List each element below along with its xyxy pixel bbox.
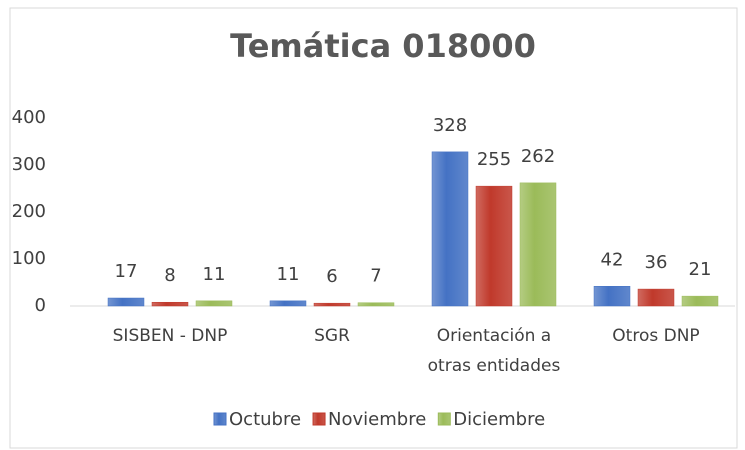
data-label: 7 (370, 266, 381, 287)
data-label: 36 (645, 252, 668, 273)
bar (357, 302, 395, 307)
chart-border (9, 7, 738, 449)
x-tick-label: SGR (314, 326, 350, 346)
x-tick-label-box: SGR (314, 326, 350, 346)
x-tick-label: Otros DNP (612, 326, 700, 346)
x-tick-label-box: Orientación a otras entidades (427, 326, 561, 376)
bar (151, 301, 189, 307)
y-tick-label: 300 (12, 154, 46, 175)
bar (269, 300, 307, 307)
bar (313, 302, 351, 307)
y-tick-label: 100 (12, 248, 46, 269)
chart-title: Temática 018000 (230, 27, 536, 65)
data-label: 262 (521, 146, 555, 167)
bar (431, 151, 469, 307)
data-label: 328 (433, 115, 467, 136)
bar (681, 295, 719, 307)
bar (593, 286, 631, 307)
bar (107, 297, 145, 307)
x-tick-label: SISBEN - DNP (112, 326, 228, 346)
data-label: 42 (601, 249, 624, 270)
x-tick-label: Orientación a otras entidades (427, 326, 561, 376)
x-tick-label-box: SISBEN - DNP (112, 326, 228, 346)
y-tick-label: 200 (12, 201, 46, 222)
x-tick-label-box: Otros DNP (612, 326, 700, 346)
bar (519, 182, 557, 307)
data-label: 255 (477, 149, 511, 170)
legend-label: Noviembre (328, 409, 426, 430)
data-label: 21 (689, 259, 712, 280)
data-label: 11 (277, 264, 300, 285)
bar (475, 185, 513, 307)
bar (195, 300, 233, 307)
legend-swatch (213, 412, 227, 426)
data-label: 11 (203, 264, 226, 285)
legend-swatch (437, 412, 451, 426)
y-tick-label: 400 (12, 107, 46, 128)
data-label: 6 (326, 266, 337, 287)
legend-label: Octubre (229, 409, 301, 430)
data-label: 8 (164, 265, 175, 286)
legend-label: Diciembre (453, 409, 545, 430)
y-tick-label: 0 (35, 295, 46, 316)
bar (637, 288, 675, 307)
data-label: 17 (115, 261, 138, 282)
legend-swatch (312, 412, 326, 426)
